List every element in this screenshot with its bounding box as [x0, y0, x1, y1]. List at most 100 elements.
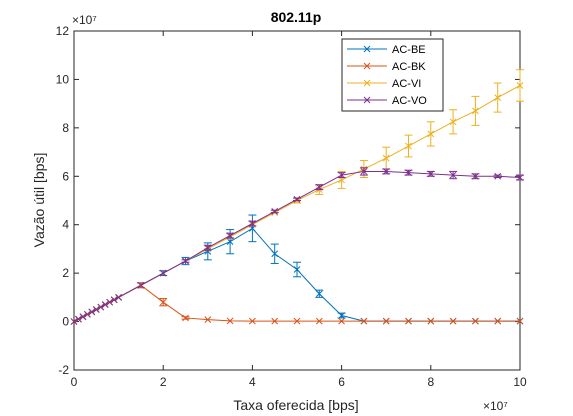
- data-point: [449, 118, 457, 126]
- marker-x: [226, 238, 234, 246]
- x-tick-label: 4: [249, 375, 256, 389]
- data-point: [315, 183, 323, 191]
- legend-marker: [363, 79, 371, 87]
- data-point: [182, 314, 189, 322]
- legend-marker: [363, 96, 371, 104]
- data-point: [97, 303, 105, 311]
- data-point: [75, 315, 82, 323]
- data-point: [271, 317, 279, 325]
- marker-x: [405, 169, 412, 177]
- data-point: [249, 220, 256, 227]
- y-tick-label: 8: [62, 121, 69, 135]
- data-point: [159, 298, 167, 306]
- marker-x: [338, 171, 345, 179]
- data-point: [360, 168, 368, 175]
- legend-label: AC-BE: [392, 44, 426, 56]
- marker-x: [106, 298, 114, 306]
- marker-x: [79, 313, 87, 321]
- marker-x: [249, 220, 256, 227]
- data-point: [382, 168, 390, 175]
- x-axis-label: Taxa oferecida [bps]: [233, 397, 358, 413]
- data-point: [449, 317, 457, 325]
- data-point: [472, 107, 479, 115]
- marker-x: [226, 317, 234, 325]
- y-tick-label: 6: [62, 169, 69, 183]
- data-point: [106, 298, 114, 306]
- data-point: [405, 142, 412, 150]
- marker-x: [360, 168, 368, 175]
- marker-x: [472, 172, 479, 180]
- y-tick-label: 4: [62, 218, 69, 232]
- data-point: [494, 94, 502, 101]
- legend-item: AC-VO: [347, 95, 427, 107]
- marker-x: [494, 94, 502, 101]
- marker-x: [88, 308, 96, 316]
- data-point: [427, 130, 435, 138]
- x-exponent-label: ×10⁷: [483, 399, 508, 413]
- data-point: [338, 312, 345, 319]
- marker-x: [427, 317, 435, 325]
- data-point: [293, 317, 301, 325]
- marker-x: [516, 317, 524, 325]
- marker-x: [75, 315, 82, 323]
- data-point: [249, 317, 256, 325]
- marker-x: [427, 130, 435, 138]
- marker-x: [182, 257, 189, 265]
- data-point: [516, 174, 524, 181]
- marker-x: [84, 310, 91, 318]
- marker-x: [494, 172, 502, 180]
- marker-x: [92, 306, 100, 313]
- marker-x: [293, 317, 301, 325]
- y-exponent-label: ×10⁷: [72, 13, 97, 27]
- data-point: [472, 317, 479, 325]
- marker-x: [101, 301, 109, 308]
- marker-x: [472, 107, 479, 115]
- chart-title: 802.11p: [271, 9, 322, 25]
- marker-x: [338, 312, 345, 319]
- marker-x: [516, 82, 524, 89]
- data-point: [293, 266, 301, 273]
- marker-x: [293, 195, 301, 203]
- data-point: [494, 172, 502, 180]
- data-point: [137, 281, 145, 289]
- marker-x: [293, 266, 301, 273]
- data-point: [338, 317, 345, 325]
- x-tick-label: 6: [338, 375, 345, 389]
- marker-x: [449, 317, 457, 325]
- data-point: [382, 154, 390, 162]
- data-point: [449, 171, 457, 179]
- legend-item: AC-BK: [347, 61, 426, 73]
- legend: AC-BE AC-BK AC-VI AC-VO: [341, 38, 444, 112]
- x-tick-label: 8: [427, 375, 434, 389]
- marker-x: [315, 290, 323, 298]
- data-point: [182, 257, 189, 265]
- marker-x: [159, 298, 167, 306]
- data-point: [405, 169, 412, 177]
- marker-x: [137, 281, 145, 289]
- marker-x: [159, 269, 167, 277]
- legend-label: AC-VO: [392, 95, 427, 107]
- series-ac-vo: [70, 167, 524, 325]
- marker-x: [382, 317, 390, 325]
- legend-marker: [363, 45, 371, 53]
- legend-item: AC-BE: [347, 44, 426, 56]
- data-point: [427, 317, 435, 325]
- data-point: [405, 317, 412, 325]
- data-point: [110, 296, 118, 304]
- data-point: [79, 313, 87, 321]
- x-tick-label: 2: [160, 375, 167, 389]
- marker-x: [249, 317, 256, 325]
- data-point: [315, 317, 323, 325]
- data-point: [226, 238, 234, 246]
- data-point: [70, 318, 78, 325]
- x-tick-label: 10: [513, 375, 527, 389]
- legend-label: AC-VI: [392, 78, 421, 90]
- legend-item: AC-VI: [347, 78, 421, 90]
- data-point: [226, 232, 234, 239]
- data-point: [92, 306, 100, 313]
- marker-x: [472, 317, 479, 325]
- marker-x: [405, 317, 412, 325]
- marker-x: [115, 294, 122, 301]
- marker-x: [97, 303, 105, 311]
- data-point: [516, 317, 524, 325]
